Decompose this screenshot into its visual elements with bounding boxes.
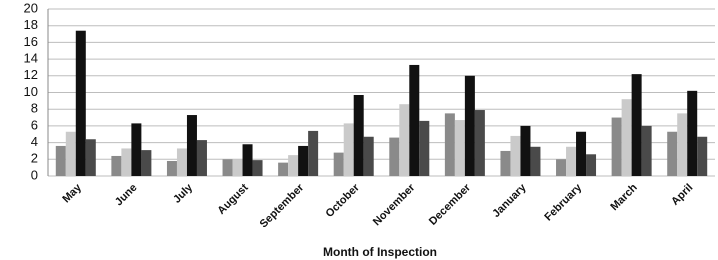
y-tick-label: 18 (24, 17, 38, 32)
x-tick-label: January (490, 181, 529, 220)
bar (687, 90, 698, 176)
x-tick-label: May (60, 181, 84, 205)
bar (530, 146, 541, 176)
bar (353, 95, 364, 176)
bar (677, 113, 688, 176)
bar (232, 159, 243, 176)
x-tick-label: October (324, 181, 363, 220)
x-tick-label: June (113, 182, 140, 209)
bar (520, 125, 531, 176)
bar (111, 155, 122, 176)
bar (510, 135, 521, 176)
bar (65, 131, 76, 176)
x-tick-label: April (669, 182, 695, 208)
bar (196, 140, 207, 176)
y-tick-label: 20 (24, 0, 38, 15)
y-tick-label: 8 (31, 101, 38, 116)
bar (667, 131, 678, 176)
bar (500, 150, 511, 176)
bar (343, 123, 354, 176)
bar (252, 160, 263, 176)
bar (474, 110, 485, 176)
x-axis-title: Month of Inspection (323, 245, 437, 259)
bar (566, 146, 577, 176)
bar (409, 64, 420, 176)
y-tick-label: 6 (31, 117, 38, 132)
bar (611, 117, 622, 176)
bar (556, 159, 567, 176)
bar (399, 104, 410, 176)
x-tick-label: December (427, 181, 474, 228)
x-tick-label: August (215, 181, 251, 217)
y-tick-label: 2 (31, 151, 38, 166)
bar (419, 120, 430, 176)
y-tick-label: 16 (24, 34, 38, 49)
bar (308, 130, 319, 176)
bar (121, 148, 132, 176)
x-tick-label: March (608, 181, 640, 213)
bar (222, 159, 233, 176)
y-tick-label: 0 (31, 167, 38, 182)
bar (141, 150, 152, 176)
bar (389, 137, 400, 176)
bar (278, 162, 289, 176)
bar (363, 136, 374, 176)
y-tick-label: 4 (31, 134, 38, 149)
bar (464, 75, 475, 176)
y-tick-label: 10 (24, 84, 38, 99)
bar (242, 144, 253, 176)
bar (288, 155, 299, 176)
bar (131, 123, 142, 176)
bar (697, 136, 708, 176)
bar (576, 131, 587, 176)
bar (444, 113, 455, 176)
bar (186, 115, 197, 176)
y-tick-label: 14 (24, 51, 38, 66)
bar (621, 99, 632, 176)
bar (298, 145, 309, 176)
x-tick-label: February (542, 181, 584, 223)
bar (586, 154, 597, 176)
bar (176, 148, 187, 176)
x-tick-label: September (258, 181, 307, 230)
bar (454, 120, 465, 176)
bar (166, 160, 177, 176)
y-tick-label: 12 (24, 67, 38, 82)
bar (641, 125, 652, 176)
x-tick-label: July (171, 181, 196, 206)
bar (85, 139, 96, 176)
x-tick-label: November (371, 181, 418, 228)
bar (333, 152, 344, 176)
bar (75, 30, 86, 177)
bar (631, 74, 642, 176)
bar (55, 145, 66, 176)
